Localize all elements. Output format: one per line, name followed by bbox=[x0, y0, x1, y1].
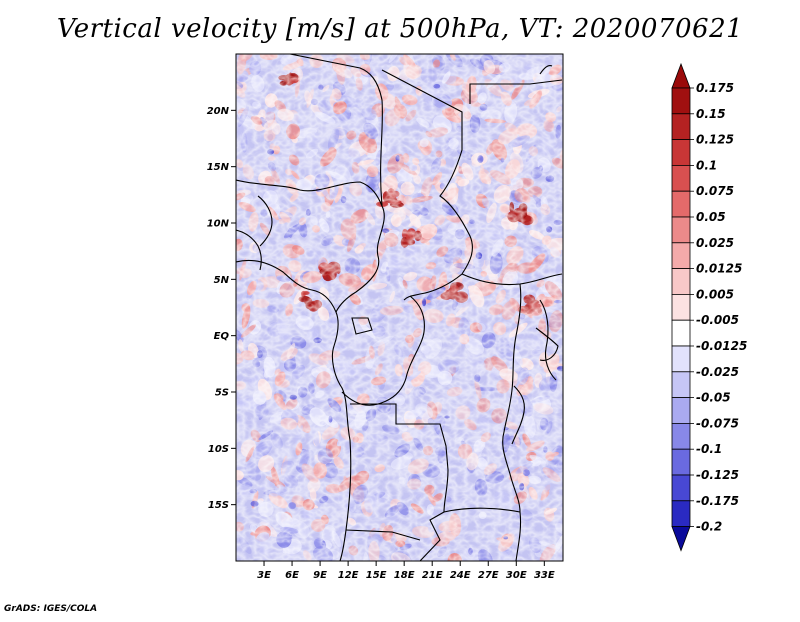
legend-label: 0.025 bbox=[696, 236, 734, 250]
legend-swatch bbox=[671, 190, 691, 218]
legend-swatch bbox=[671, 371, 691, 398]
lat-tick-label: 20N bbox=[207, 106, 230, 117]
country-borders bbox=[236, 54, 563, 561]
lon-tick-label: 6E bbox=[285, 570, 299, 581]
longitude-axis: 3E 6E 9E 12E 15E 18E 21E 24E 27E 30E 33E bbox=[257, 561, 555, 581]
legend-label: -0.075 bbox=[696, 416, 739, 430]
legend-swatch bbox=[671, 268, 691, 295]
legend-swatch bbox=[671, 139, 691, 166]
legend-swatch bbox=[671, 345, 691, 373]
lon-tick-label: 3E bbox=[257, 570, 271, 581]
lon-tick-label: 24E bbox=[450, 570, 471, 581]
legend-swatch bbox=[671, 242, 691, 270]
legend-swatch bbox=[671, 113, 691, 141]
legend-label: 0.05 bbox=[696, 210, 726, 224]
chart-title: Vertical velocity [m/s] at 500hPa, VT: 2… bbox=[56, 14, 744, 44]
lon-tick-label: 33E bbox=[534, 570, 555, 581]
lon-tick-label: 27E bbox=[478, 570, 499, 581]
legend-swatch bbox=[671, 474, 691, 502]
lon-tick-label: 21E bbox=[422, 570, 443, 581]
lon-tick-label: 9E bbox=[313, 570, 327, 581]
legend-swatch bbox=[671, 164, 691, 192]
legend-label: -0.125 bbox=[696, 468, 739, 482]
legend-swatch bbox=[671, 319, 691, 347]
lon-tick-label: 18E bbox=[394, 570, 415, 581]
lat-tick-label: EQ bbox=[214, 331, 230, 342]
legend-swatch bbox=[671, 422, 691, 450]
legend-swatch bbox=[671, 87, 691, 115]
legend-max-arrow bbox=[671, 62, 691, 89]
legend-label: 0.005 bbox=[696, 287, 734, 301]
legend-label: 0.0125 bbox=[696, 262, 742, 276]
legend-label: -0.05 bbox=[696, 391, 731, 405]
legend-label: -0.175 bbox=[696, 494, 739, 508]
latitude-axis: 20N 15N 10N 5N EQ 5S 10S 15S bbox=[207, 106, 236, 511]
legend-swatch bbox=[671, 448, 691, 476]
lon-tick-label: 12E bbox=[338, 570, 359, 581]
legend-label: -0.2 bbox=[696, 520, 722, 534]
legend-label: 0.15 bbox=[696, 107, 726, 121]
map-frame bbox=[235, 53, 564, 562]
legend-swatch bbox=[671, 397, 691, 424]
lat-tick-label: 15N bbox=[207, 162, 230, 173]
legend-label: -0.025 bbox=[696, 365, 739, 379]
legend-min-arrow bbox=[671, 526, 691, 552]
velocity-field bbox=[236, 54, 563, 561]
lat-tick-label: 10N bbox=[207, 219, 230, 230]
color-legend: 0.175 0.15 0.125 0.1 0.075 0.05 0.025 0.0125 0.0… bbox=[671, 62, 747, 552]
lat-tick-label: 5N bbox=[214, 275, 230, 286]
legend-label: -0.1 bbox=[696, 442, 722, 456]
legend-label: 0.1 bbox=[696, 158, 717, 172]
legend-swatch bbox=[671, 500, 691, 527]
lon-tick-label: 15E bbox=[366, 570, 387, 581]
legend-label: -0.0125 bbox=[696, 339, 747, 353]
legend-swatch bbox=[671, 216, 691, 244]
lat-tick-label: 10S bbox=[208, 444, 229, 455]
legend-label: 0.125 bbox=[696, 133, 734, 147]
legend-label: 0.175 bbox=[696, 81, 734, 95]
legend-swatch bbox=[671, 293, 691, 321]
footer-credit: GrADS: IGES/COLA bbox=[4, 604, 98, 614]
lat-tick-label: 15S bbox=[208, 500, 229, 511]
lon-tick-label: 30E bbox=[506, 570, 527, 581]
legend-label: -0.005 bbox=[696, 313, 739, 327]
legend-label: 0.075 bbox=[696, 184, 734, 198]
lat-tick-label: 5S bbox=[215, 388, 229, 399]
